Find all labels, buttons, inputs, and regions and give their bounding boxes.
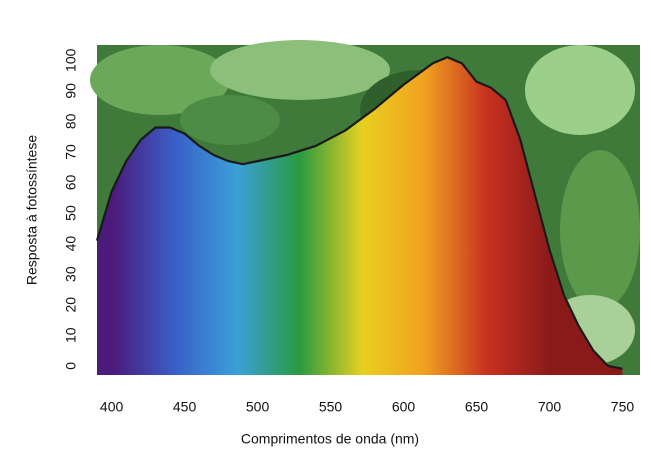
x-tick-label: 550: [319, 399, 343, 415]
x-tick-label: 700: [538, 399, 562, 415]
y-tick-label: 70: [63, 144, 79, 160]
x-tick-label: 600: [392, 399, 416, 415]
y-tick-label: 80: [63, 113, 79, 129]
x-tick-label: 650: [465, 399, 489, 415]
y-tick-label: 10: [63, 327, 79, 343]
y-axis-label: Resposta à fotossíntese: [24, 135, 40, 285]
y-tick-label: 40: [63, 236, 79, 252]
x-tick-label: 400: [100, 399, 124, 415]
x-tick-label: 500: [246, 399, 270, 415]
y-tick-label: 30: [63, 266, 79, 282]
chart: Comprimentos de onda (nm) Resposta à fot…: [0, 0, 651, 471]
y-tick-label: 0: [63, 362, 79, 370]
y-tick-label: 60: [63, 175, 79, 191]
x-axis-label: Comprimentos de onda (nm): [241, 431, 419, 447]
y-tick-label: 20: [63, 297, 79, 313]
x-tick-label: 750: [611, 399, 635, 415]
y-tick-label: 90: [63, 83, 79, 99]
y-tick-label: 100: [63, 48, 79, 72]
x-tick-label: 450: [173, 399, 197, 415]
y-tick-label: 50: [63, 205, 79, 221]
